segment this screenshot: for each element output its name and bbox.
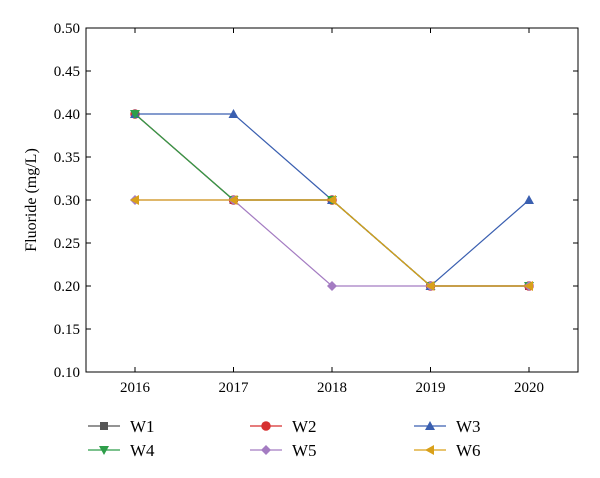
legend-item-w3: W3: [414, 417, 481, 436]
legend-marker: [261, 421, 271, 431]
y-tick-label: 0.20: [54, 279, 80, 295]
legend-label: W6: [456, 441, 481, 460]
y-tick-label: 0.45: [54, 64, 80, 80]
x-axis-ticks: 2016 2017 2018 2019 2020: [120, 28, 544, 396]
legend-marker: [425, 445, 434, 455]
series-line: [135, 199, 529, 287]
data-point: [327, 195, 336, 205]
legend-marker: [425, 421, 435, 430]
series-w5: [130, 195, 534, 291]
legend-label: W3: [456, 417, 481, 436]
y-tick-label: 0.25: [54, 236, 80, 252]
legend-label: W4: [130, 441, 155, 460]
y-axis-title: Fluoride (mg/L): [23, 148, 40, 252]
data-point: [524, 281, 533, 291]
series-w6: [130, 195, 533, 291]
y-axis-ticks: 0.10 0.15 0.20 0.25 0.30 0.35 0.40 0.45 0.50: [54, 21, 578, 381]
legend-item-w5: W5: [250, 441, 317, 460]
legend-label: W5: [292, 441, 317, 460]
series-line: [135, 199, 529, 287]
legend-marker: [100, 422, 108, 430]
legend-item-w6: W6: [414, 441, 481, 460]
y-tick-label: 0.35: [54, 150, 80, 166]
data-point: [228, 109, 239, 118]
data-point: [524, 195, 534, 204]
legend-label: W1: [130, 417, 155, 436]
data-point: [327, 281, 337, 291]
x-tick-label: 2019: [416, 380, 446, 396]
x-tick-label: 2018: [317, 380, 347, 396]
legend-marker: [261, 445, 271, 455]
legend-item-w2: W2: [250, 417, 317, 436]
y-tick-label: 0.10: [54, 365, 80, 381]
y-tick-label: 0.15: [54, 322, 80, 338]
data-point: [130, 195, 139, 205]
legend-label: W2: [292, 417, 317, 436]
series-layer: [130, 109, 534, 291]
y-tick-label: 0.40: [54, 107, 80, 123]
legend-item-w1: W1: [88, 417, 155, 436]
data-point: [228, 195, 238, 205]
y-tick-label: 0.30: [54, 193, 80, 209]
x-tick-label: 2017: [219, 380, 250, 396]
data-point: [425, 281, 435, 291]
x-tick-label: 2020: [514, 380, 544, 396]
x-tick-label: 2016: [120, 380, 151, 396]
legend-marker: [99, 446, 109, 455]
data-point: [130, 110, 140, 119]
legend-item-w4: W4: [88, 441, 155, 460]
y-tick-label: 0.50: [54, 21, 80, 37]
legend: W1 W2 W3 W4 W5 W6: [88, 417, 481, 460]
